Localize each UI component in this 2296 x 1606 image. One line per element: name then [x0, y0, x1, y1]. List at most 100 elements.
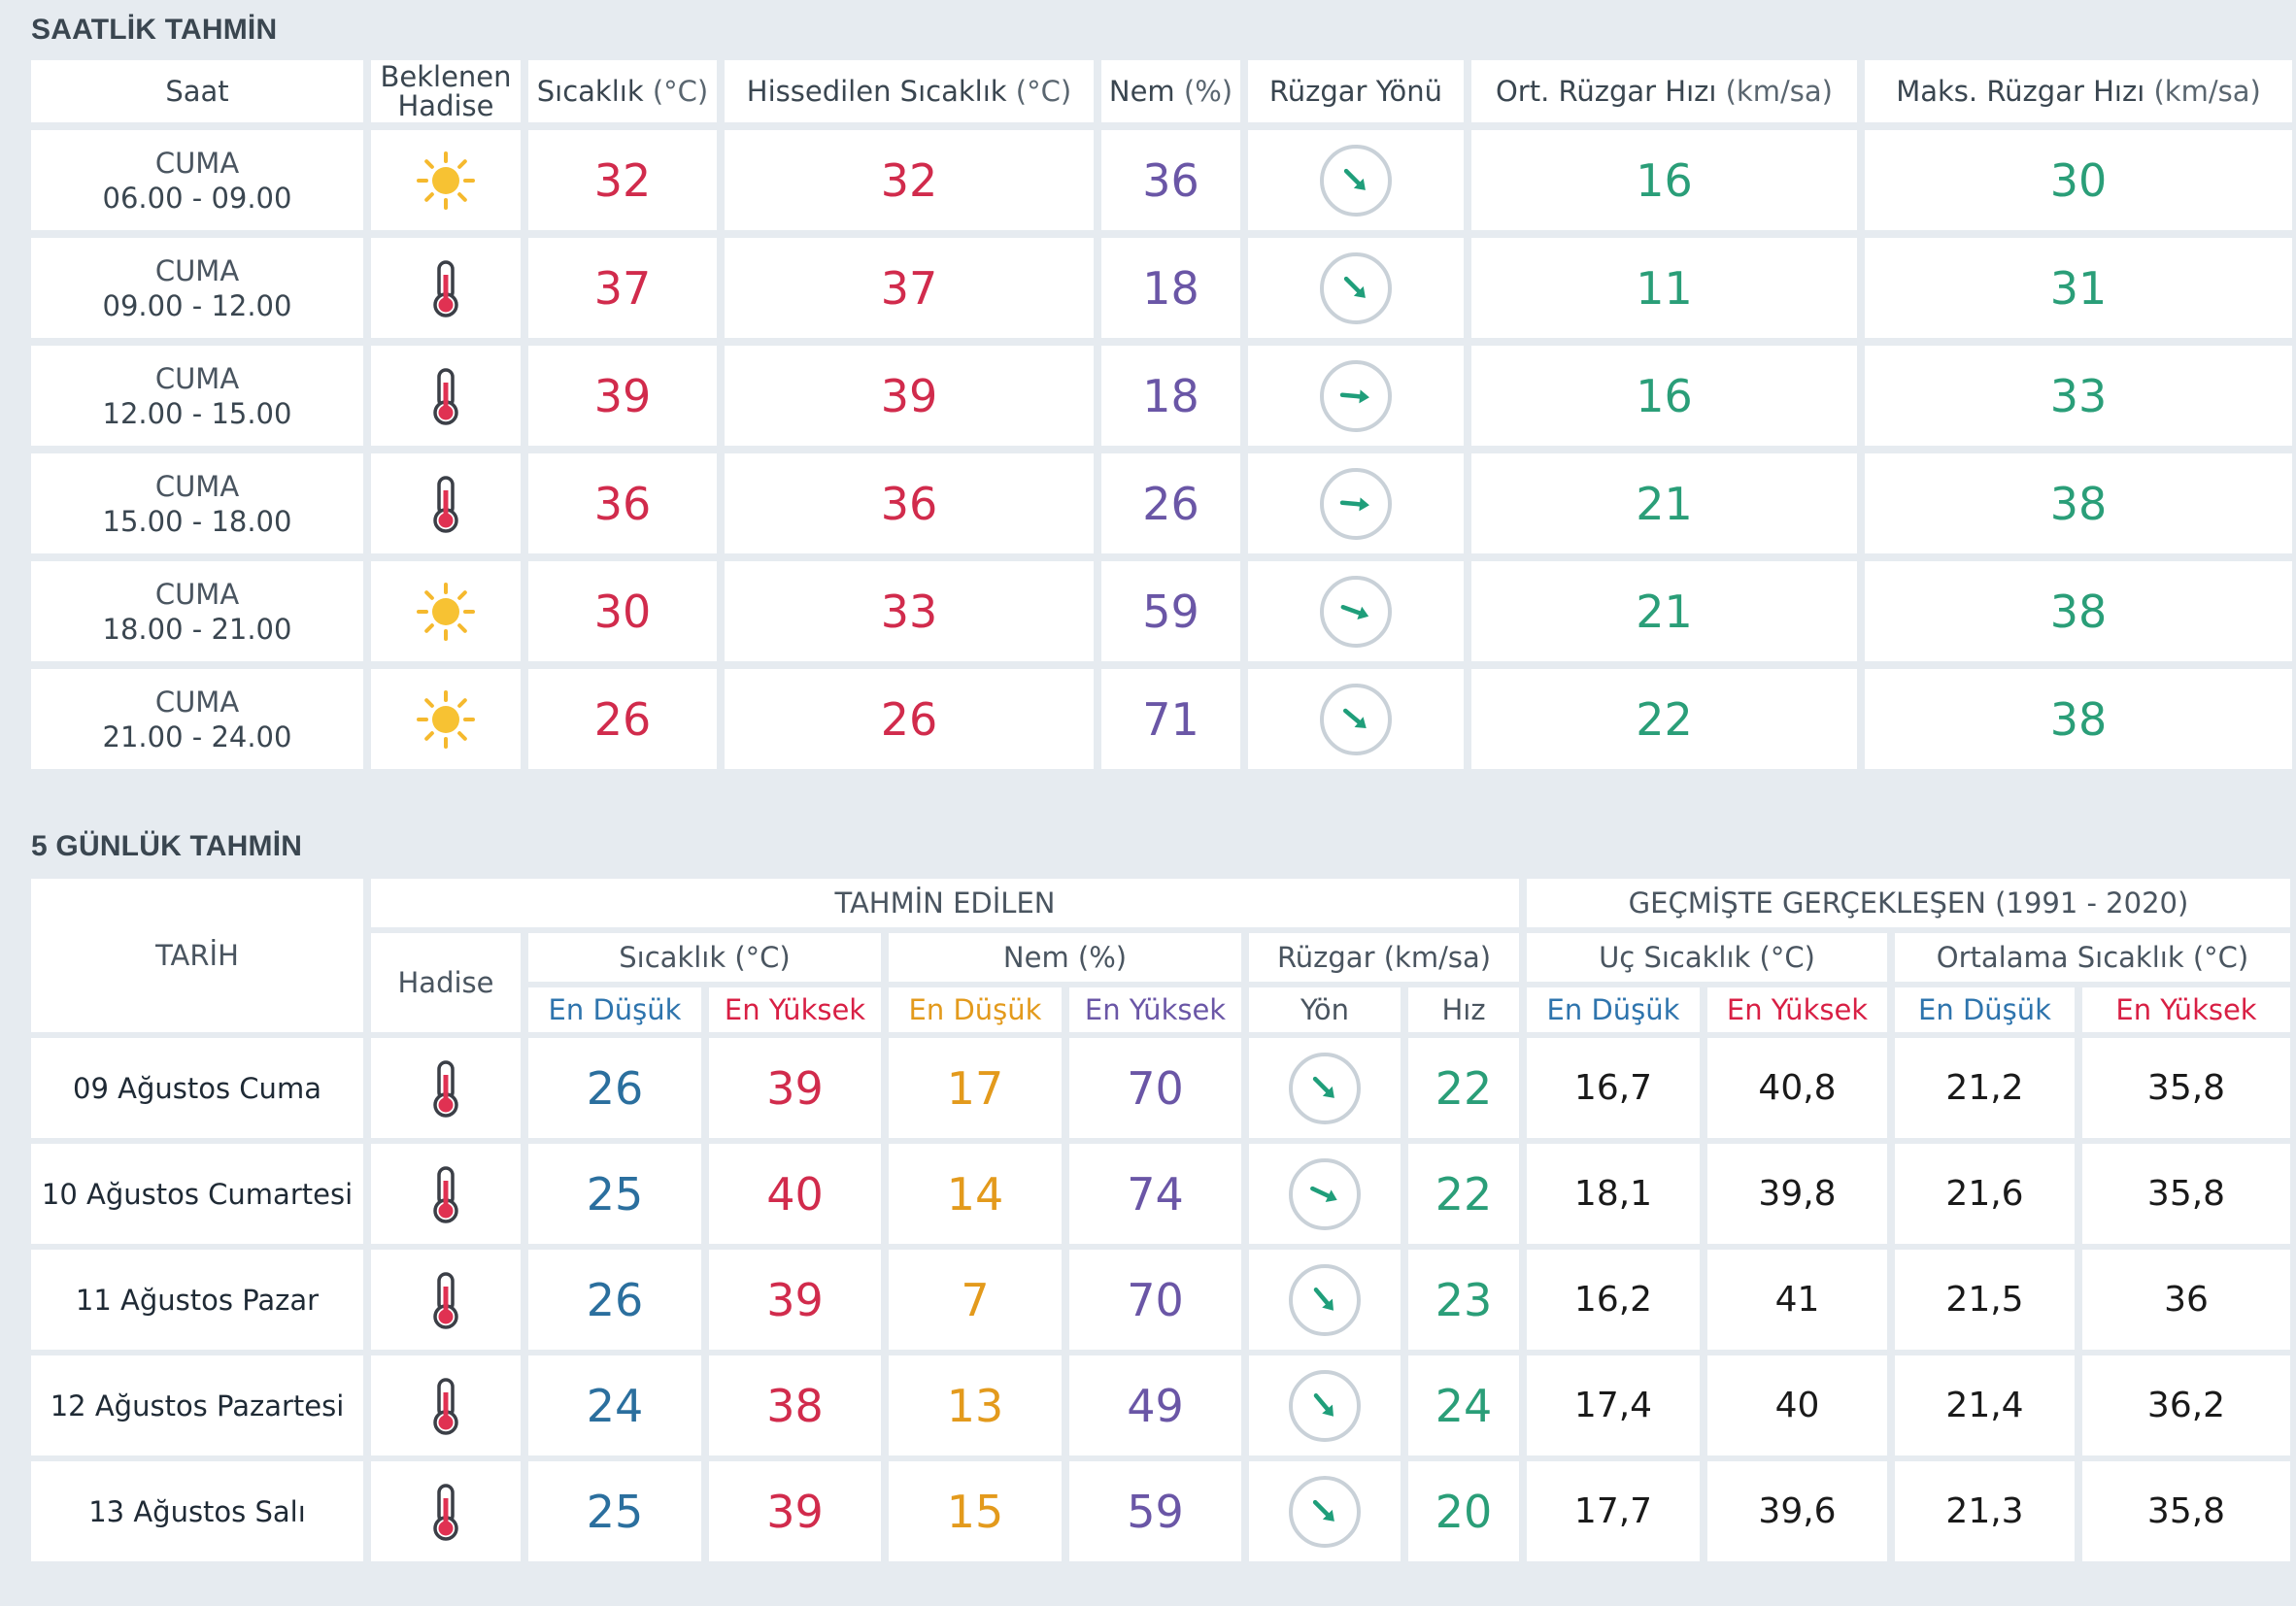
hourly-humidity: 71 [1101, 669, 1240, 769]
daily-date: 11 Ağustos Pazar [31, 1250, 363, 1350]
header-tarih: TARİH [31, 879, 363, 1032]
daily-wind-speed-value: 20 [1435, 1485, 1493, 1538]
daily-uc-max: 41 [1707, 1250, 1887, 1350]
hourly-humidity-value: 18 [1142, 261, 1199, 315]
daily-ort-max: 35,8 [2082, 1144, 2290, 1244]
hourly-temp: 36 [528, 453, 717, 553]
daily-hadise-cell [371, 1038, 521, 1138]
daily-ort-min-value: 21,3 [1945, 1491, 2024, 1531]
daily-wind-speed: 20 [1408, 1461, 1519, 1561]
daily-wind-dir [1249, 1461, 1401, 1561]
daily-uc-max-value: 39,6 [1758, 1491, 1837, 1531]
daily-hum-min-value: 17 [946, 1061, 1004, 1115]
hourly-time-cell: CUMA 15.00 - 18.00 [31, 453, 363, 553]
hourly-wind-max-value: 33 [2049, 369, 2108, 422]
header-hadise: Hadise [371, 933, 521, 1032]
daily-wind-dir [1249, 1038, 1401, 1138]
hourly-temp-value: 37 [593, 261, 652, 315]
hourly-feels-value: 32 [880, 153, 938, 207]
daily-uc-min: 16,2 [1527, 1250, 1700, 1350]
hourly-temp-value: 39 [593, 369, 652, 422]
wind-direction-arrow-icon [1289, 1475, 1361, 1548]
daily-ort-max-value: 35,8 [2146, 1068, 2226, 1108]
daily-temp-max: 38 [709, 1355, 881, 1455]
wind-direction-arrow-icon [1289, 1263, 1361, 1336]
daily-ort-min-value: 21,2 [1945, 1068, 2024, 1108]
hourly-wind-max-value: 38 [2049, 477, 2108, 530]
daily-wind-dir [1249, 1144, 1401, 1244]
hourly-temp-value: 32 [593, 153, 652, 207]
daily-wind-speed: 22 [1408, 1144, 1519, 1244]
hourly-hadise-cell [371, 130, 521, 230]
hourly-wind-max: 30 [1865, 130, 2292, 230]
header-uc-en-dusuk: En Düşük [1527, 987, 1700, 1032]
daily-uc-max-value: 40,8 [1758, 1068, 1837, 1108]
header-ort-en-yuksek: En Yüksek [2082, 987, 2290, 1032]
hourly-table: Saat Beklenen Hadise Sıcaklık (°C) Hissed… [31, 60, 2292, 769]
hourly-time-cell: CUMA 06.00 - 09.00 [31, 130, 363, 230]
hourly-time-range: 09.00 - 12.00 [102, 288, 292, 322]
hourly-wind-avg-value: 21 [1636, 585, 1693, 638]
daily-temp-min-value: 26 [586, 1273, 644, 1326]
hourly-feels: 32 [725, 130, 1094, 230]
thermometer-icon [415, 365, 477, 427]
daily-temp-max: 40 [709, 1144, 881, 1244]
thermometer-icon [415, 473, 477, 535]
daily-section-title: 5 GÜNLÜK TAHMİN [31, 830, 303, 862]
hourly-hadise-cell [371, 238, 521, 338]
header-uc-sicaklik: Uç Sıcaklık (°C) [1527, 933, 1887, 982]
hourly-temp: 32 [528, 130, 717, 230]
hourly-day: CUMA [154, 685, 240, 719]
hourly-feels: 37 [725, 238, 1094, 338]
hourly-wind-avg: 22 [1471, 669, 1857, 769]
daily-temp-min: 24 [528, 1355, 701, 1455]
hourly-feels-value: 39 [880, 369, 938, 422]
wind-direction-arrow-icon [1320, 359, 1392, 432]
hourly-humidity-value: 59 [1142, 585, 1199, 638]
hourly-feels-value: 33 [880, 585, 938, 638]
daily-date: 10 Ağustos Cumartesi [31, 1144, 363, 1244]
daily-uc-min-value: 18,1 [1573, 1174, 1653, 1214]
hourly-time-cell: CUMA 12.00 - 15.00 [31, 346, 363, 446]
daily-wind-speed-value: 23 [1435, 1273, 1493, 1326]
hourly-day: CUMA [154, 146, 240, 180]
header-sicaklik-en-dusuk: En Düşük [528, 987, 701, 1032]
daily-uc-max-value: 40 [1774, 1386, 1820, 1425]
header-hadise: Beklenen Hadise [371, 60, 521, 122]
sun-icon [415, 581, 477, 643]
hourly-wind-max-value: 31 [2049, 261, 2108, 315]
hourly-hadise-cell [371, 453, 521, 553]
header-sicaklik: Sıcaklık (°C) [528, 60, 717, 122]
hourly-wind-avg: 21 [1471, 453, 1857, 553]
header-hissedilen: Hissedilen Sıcaklık (°C) [725, 60, 1094, 122]
daily-hum-max-value: 49 [1127, 1379, 1184, 1432]
wind-direction-arrow-icon [1320, 683, 1392, 755]
header-nem-en-yuksek: En Yüksek [1069, 987, 1241, 1032]
daily-ort-min: 21,6 [1895, 1144, 2075, 1244]
daily-hadise-cell [371, 1355, 521, 1455]
daily-wind-speed-value: 24 [1435, 1379, 1493, 1432]
daily-uc-min: 16,7 [1527, 1038, 1700, 1138]
header-saat: Saat [31, 60, 363, 122]
hourly-wind-avg-value: 22 [1636, 692, 1693, 746]
wind-direction-arrow-icon [1320, 144, 1392, 217]
daily-hum-min-value: 13 [946, 1379, 1004, 1432]
header-ort-sicaklik: Ortalama Sıcaklık (°C) [1895, 933, 2290, 982]
header-uc-en-yuksek: En Yüksek [1707, 987, 1887, 1032]
hourly-temp-value: 30 [593, 585, 652, 638]
thermometer-icon [415, 1163, 477, 1225]
hourly-temp: 30 [528, 561, 717, 661]
daily-wind-dir [1249, 1250, 1401, 1350]
daily-hum-min-value: 14 [946, 1167, 1004, 1221]
sun-icon [415, 150, 477, 212]
daily-ort-max: 35,8 [2082, 1461, 2290, 1561]
hourly-feels-value: 37 [880, 261, 938, 315]
hourly-wind-avg-value: 16 [1636, 369, 1693, 422]
hourly-wind-max-value: 38 [2049, 692, 2108, 746]
hourly-humidity-value: 18 [1142, 369, 1199, 422]
daily-ort-min-value: 21,4 [1945, 1386, 2024, 1425]
header-sicaklik: Sıcaklık (°C) [528, 933, 881, 982]
header-nem: Nem (%) [889, 933, 1241, 982]
daily-hum-max-value: 59 [1127, 1485, 1184, 1538]
daily-date-label: 09 Ağustos Cuma [73, 1071, 321, 1105]
